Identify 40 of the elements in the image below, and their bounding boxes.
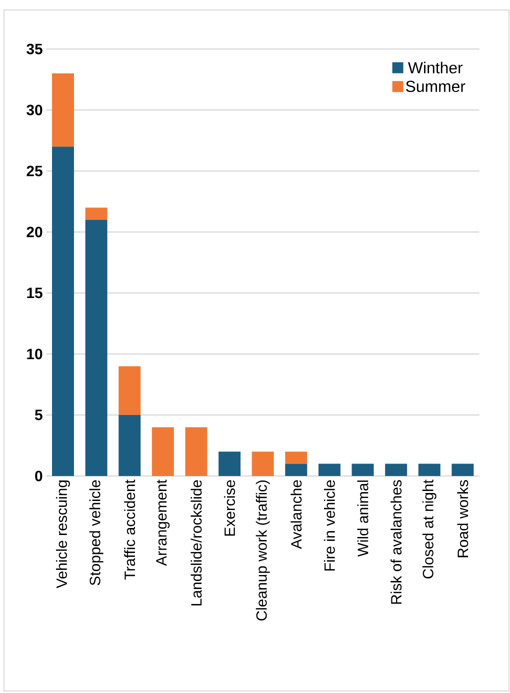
- bar: [52, 73, 74, 147]
- y-tick-label: 10: [27, 348, 42, 360]
- x-tick-label: Wild animal: [357, 480, 368, 557]
- x-tick-label: Stopped vehicle: [89, 480, 104, 586]
- bar: [385, 464, 408, 476]
- bar: [352, 464, 374, 476]
- bar: [252, 452, 274, 476]
- bar: [452, 464, 474, 476]
- x-tick-label: Risk of avalanches: [390, 480, 402, 604]
- bar: [118, 366, 141, 415]
- bar: [285, 452, 308, 464]
- x-tick-label: Vehicle rescuing: [56, 480, 70, 588]
- bar: [285, 464, 308, 476]
- bar: [85, 220, 108, 476]
- legend-label: Winther: [408, 62, 463, 74]
- x-tick-label: Closed at night: [422, 480, 436, 578]
- y-tick-label: 0: [35, 470, 42, 482]
- x-tick-label: Cleanup work (traffic): [256, 480, 270, 620]
- bar: [118, 414, 141, 476]
- bar: [152, 427, 174, 476]
- bar: [418, 464, 440, 476]
- y-tick-label: 5: [34, 410, 42, 420]
- y-tick-label: 15: [27, 288, 42, 298]
- y-tick-label: 30: [26, 104, 42, 116]
- y-tick-label: 25: [26, 166, 42, 176]
- x-tick-label: Arrangement: [156, 480, 170, 566]
- bar: [85, 208, 108, 220]
- bar: [185, 427, 208, 476]
- x-tick-label: Fire in vehicle: [324, 480, 335, 570]
- y-tick-label: 35: [26, 44, 42, 54]
- bar: [218, 452, 241, 476]
- bar: [52, 146, 74, 476]
- x-tick-label: Road works: [457, 480, 468, 558]
- x-tick-label: Landslide/rockslide: [190, 480, 202, 606]
- bar: [318, 464, 340, 476]
- x-tick-label: Traffic accident: [124, 480, 136, 580]
- x-tick-label: Exercise: [224, 480, 236, 536]
- y-tick-label: 20: [26, 226, 42, 238]
- legend-label: Summer: [406, 80, 466, 92]
- x-tick-label: Avalanche: [290, 480, 302, 549]
